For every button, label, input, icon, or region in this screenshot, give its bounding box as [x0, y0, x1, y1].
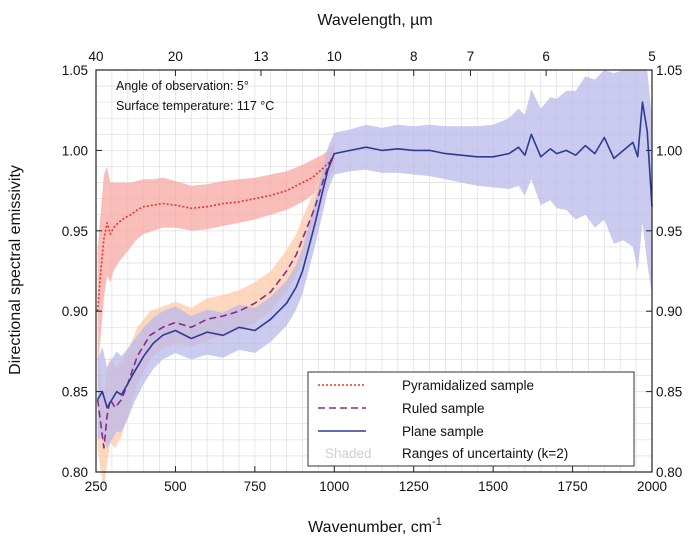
legend-label-pyramidalized: Pyramidalized sample — [402, 378, 534, 393]
legend: Pyramidalized sample Ruled sample Plane … — [307, 371, 635, 467]
y-tick-label-right: 0.90 — [656, 304, 682, 319]
x-tick-label: 750 — [244, 479, 267, 494]
y-tick-label-right: 0.80 — [656, 465, 682, 480]
plot-frame — [95, 69, 653, 473]
top-tick-label: 5 — [648, 49, 656, 64]
legend-label-plane: Plane sample — [402, 424, 484, 439]
legend-label-ruled: Ruled sample — [402, 401, 485, 416]
y-tick-label-left: 1.00 — [62, 143, 88, 158]
y-axis-title: Directional spectral emissivity — [7, 165, 24, 375]
series-line-plane — [96, 101, 653, 409]
y-tick-label-left: 0.80 — [62, 465, 88, 480]
x-axis-title: Wavenumber, cm-1 — [308, 516, 442, 536]
top-tick-label: 7 — [467, 49, 475, 64]
uncertainty-band-plane — [97, 70, 653, 448]
annotation-angle: Angle of observation: 5° — [116, 79, 249, 93]
y-tick-label-right: 0.85 — [656, 385, 682, 400]
series-lines — [96, 101, 653, 449]
y-tick-label-left: 1.05 — [62, 63, 88, 78]
top-tick-label: 40 — [88, 49, 103, 64]
y-tick-label-right: 0.95 — [656, 224, 682, 239]
legend-box — [307, 371, 635, 467]
y-tick-label-right: 1.05 — [656, 63, 682, 78]
x-tick-label: 1500 — [478, 479, 508, 494]
top-tick-label: 20 — [168, 49, 183, 64]
annotation-temperature: Surface temperature: 117 °C — [116, 99, 274, 113]
top-tick-label: 6 — [542, 49, 550, 64]
series-line-pyramidalized — [96, 157, 335, 312]
x-tick-label: 2000 — [637, 479, 667, 494]
legend-label-uncertainty: Ranges of uncertainty (k=2) — [402, 446, 568, 461]
top-tick-label: 8 — [410, 49, 418, 64]
uncertainty-band-pyramidalized — [97, 145, 335, 373]
x-tick-label: 250 — [85, 479, 108, 494]
y-tick-label-left: 0.85 — [62, 385, 88, 400]
top-tick-label: 13 — [253, 49, 268, 64]
y-tick-label-left: 0.95 — [62, 224, 88, 239]
x-tick-label: 500 — [164, 479, 187, 494]
x-tick-label: 1000 — [319, 479, 349, 494]
x-tick-label: 1250 — [399, 479, 429, 494]
top-axis-title: Wavelength, µm — [317, 12, 432, 29]
y-tick-label-left: 0.90 — [62, 304, 88, 319]
uncertainty-bands — [97, 70, 653, 489]
x-tick-label: 1750 — [558, 479, 588, 494]
legend-marker-shaded: Shaded — [325, 446, 372, 461]
top-tick-label: 10 — [327, 49, 342, 64]
y-tick-label-right: 1.00 — [656, 143, 682, 158]
